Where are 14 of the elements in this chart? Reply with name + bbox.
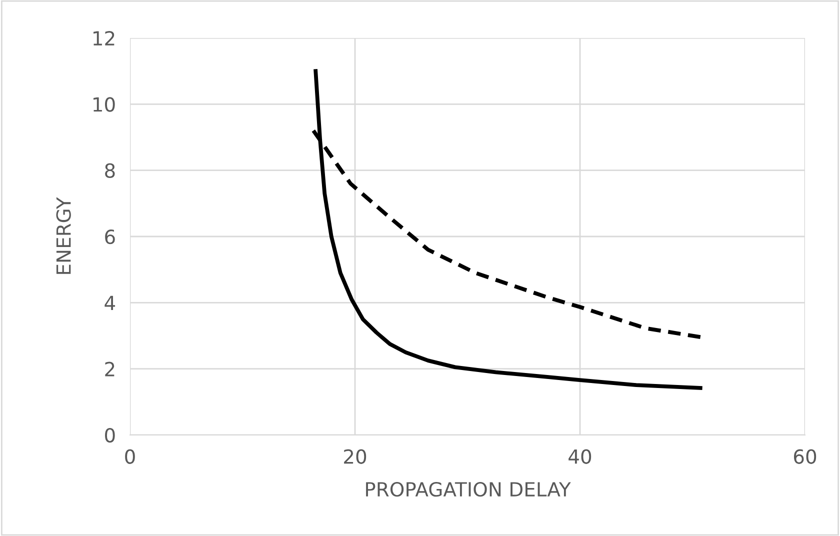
y-tick-label: 2 [105,362,114,376]
x-axis-title: PROPAGATION DELAY [366,482,571,497]
y-tick-label: 8 [105,163,115,178]
y-tick-label: 0 [105,428,115,443]
line-series [314,69,702,390]
y-tick-label: 12 [94,30,114,46]
x-tick-label: 60 [794,449,816,464]
y-axis-title: ENERGY [56,197,71,274]
y-tick-label: 10 [94,97,115,112]
x-tick-label: 40 [568,449,592,464]
x-tick-label: 0 [125,449,135,464]
y-tick-label: 6 [105,229,115,244]
x-tick-label: 20 [344,449,366,464]
y-tick-label: 4 [104,296,116,310]
